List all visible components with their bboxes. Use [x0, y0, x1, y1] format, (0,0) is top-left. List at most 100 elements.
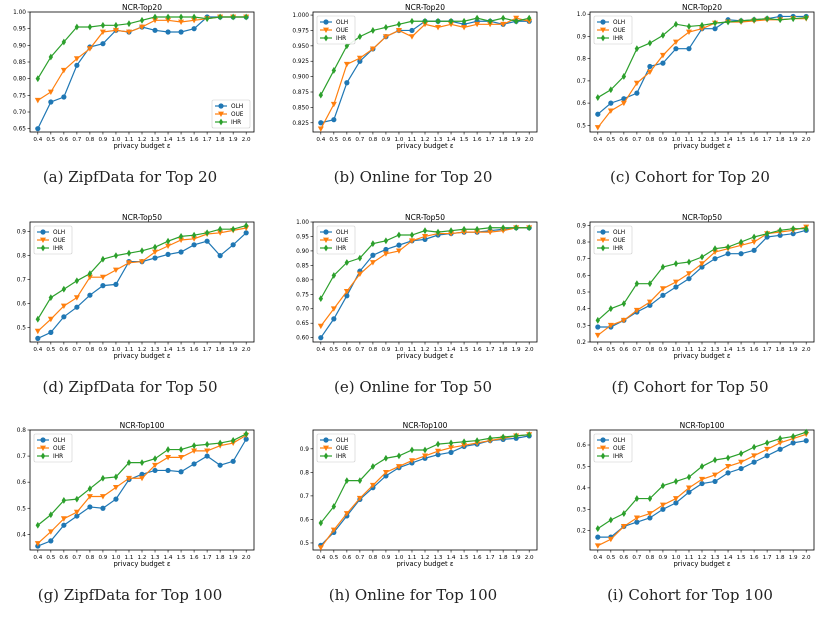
data-point-oue [435, 24, 442, 31]
data-point-ihr [61, 497, 67, 504]
data-point-ihr [113, 252, 119, 259]
x-tick-label: 1.0 [672, 347, 681, 353]
x-tick-label: 1.9 [789, 347, 798, 353]
x-tick-label: 1.0 [112, 347, 121, 353]
x-tick-label: 1.3 [151, 555, 160, 561]
data-point-ihr [409, 17, 415, 25]
data-point-oue [330, 101, 337, 108]
data-point-olh [165, 29, 171, 35]
data-point-oue [474, 21, 481, 28]
x-tick-label: 2.0 [242, 347, 251, 353]
chart-a: NCR-Top20 0.4 0.5 0.6 0.7 0.8 0.9 1.0 1.1 1.2 1.3 1… [13, 3, 255, 150]
x-tick-label: 1.1 [408, 555, 417, 561]
data-point-oue [738, 459, 745, 466]
data-point-ihr [500, 224, 506, 232]
data-point-ihr [74, 23, 80, 31]
data-point-ihr [126, 459, 132, 467]
data-point-oue [139, 24, 145, 30]
y-tick-label: 0.5 [17, 506, 27, 512]
data-point-ihr [448, 439, 454, 447]
x-tick-label: 1.6 [473, 555, 482, 561]
data-point-ihr [318, 295, 324, 303]
legend-label-oue: OUE [231, 112, 244, 118]
x-tick-label: 0.9 [98, 347, 107, 353]
legend-label-ihr: IHR [53, 246, 63, 252]
data-point-ihr [204, 229, 210, 237]
data-point-olh [660, 60, 666, 66]
data-point-ihr [87, 270, 93, 277]
x-tick-label: 2.0 [525, 137, 534, 143]
data-point-ihr [461, 438, 467, 446]
x-tick-label: 1.7 [203, 347, 212, 353]
data-point-oue [60, 67, 67, 74]
data-point-olh [686, 276, 692, 282]
data-point-ihr [139, 459, 145, 467]
x-tick-label: 0.8 [368, 137, 377, 143]
data-point-olh [738, 251, 744, 257]
legend-marker-olh [600, 19, 606, 25]
data-point-oue [125, 475, 132, 482]
data-point-olh [660, 292, 666, 298]
x-tick-label: 1.8 [499, 137, 508, 143]
x-axis-label: privacy budget ε [673, 142, 730, 150]
x-tick-label: 1.6 [190, 137, 199, 143]
data-point-oue [317, 545, 324, 551]
legend-label-ihr: IHR [231, 120, 241, 126]
data-point-olh [243, 230, 249, 236]
series-points-olh [595, 227, 809, 330]
data-point-ihr [699, 463, 705, 470]
x-tick-label: 0.6 [342, 555, 351, 561]
data-point-olh [178, 469, 184, 475]
y-tick-label: 1.000 [292, 13, 309, 19]
data-point-ihr [191, 442, 197, 450]
legend-label-ihr: IHR [53, 454, 63, 460]
chart-title: NCR-Top20 [682, 3, 722, 12]
x-tick-label: 1.4 [724, 555, 733, 561]
y-tick-label: 0.5 [577, 290, 587, 296]
data-point-ihr [139, 247, 145, 255]
x-tick-label: 1.9 [512, 347, 521, 353]
legend: OLH OUE IHR [593, 15, 633, 45]
data-point-ihr [461, 225, 467, 233]
x-tick-label: 0.7 [632, 137, 641, 143]
data-point-ihr [777, 435, 783, 442]
x-tick-label: 1.0 [112, 137, 121, 143]
y-tick-label: 0.2 [577, 340, 587, 346]
chart-title: NCR-Top20 [405, 3, 445, 12]
x-axis-label: privacy budget ε [113, 352, 170, 360]
data-point-ihr [751, 16, 757, 24]
x-tick-label: 0.7 [632, 555, 641, 561]
data-point-oue [356, 55, 363, 62]
data-point-olh [357, 58, 363, 64]
data-point-olh [74, 304, 80, 310]
x-tick-label: 1.5 [177, 347, 186, 353]
x-tick-label: 1.0 [112, 555, 121, 561]
x-tick-label: 0.8 [645, 347, 654, 353]
y-tick-label: 0.8 [577, 57, 587, 63]
data-point-olh [673, 500, 679, 506]
data-point-olh [751, 247, 757, 253]
data-point-ihr [474, 14, 480, 22]
data-point-ihr [712, 456, 718, 464]
chart-title: NCR-Top100 [680, 421, 725, 430]
data-point-ihr [673, 478, 679, 485]
data-point-oue [60, 303, 67, 309]
x-tick-label: 1.2 [698, 347, 707, 353]
data-point-ihr [204, 440, 210, 448]
caption-i: (i) Cohort for Top 100 [607, 586, 773, 604]
data-point-oue [408, 458, 415, 464]
x-tick-label: 1.8 [776, 555, 785, 561]
data-point-oue [659, 52, 666, 59]
data-point-ihr [217, 439, 223, 447]
data-point-olh [712, 26, 718, 32]
panel-h: NCR-Top100 0.4 0.5 0.6 0.7 0.8 0.9 1.0 1.1 1.2 1.3… [283, 418, 543, 618]
data-point-oue [461, 442, 468, 449]
x-tick-label: 1.8 [499, 347, 508, 353]
x-tick-label: 0.5 [46, 347, 55, 353]
data-point-ihr [87, 23, 93, 31]
y-tick-label: 0.8 [577, 240, 587, 246]
x-tick-label: 0.6 [619, 137, 628, 143]
y-tick-label: 0.5 [17, 326, 27, 332]
data-point-olh [152, 27, 158, 33]
data-point-olh [621, 96, 627, 102]
